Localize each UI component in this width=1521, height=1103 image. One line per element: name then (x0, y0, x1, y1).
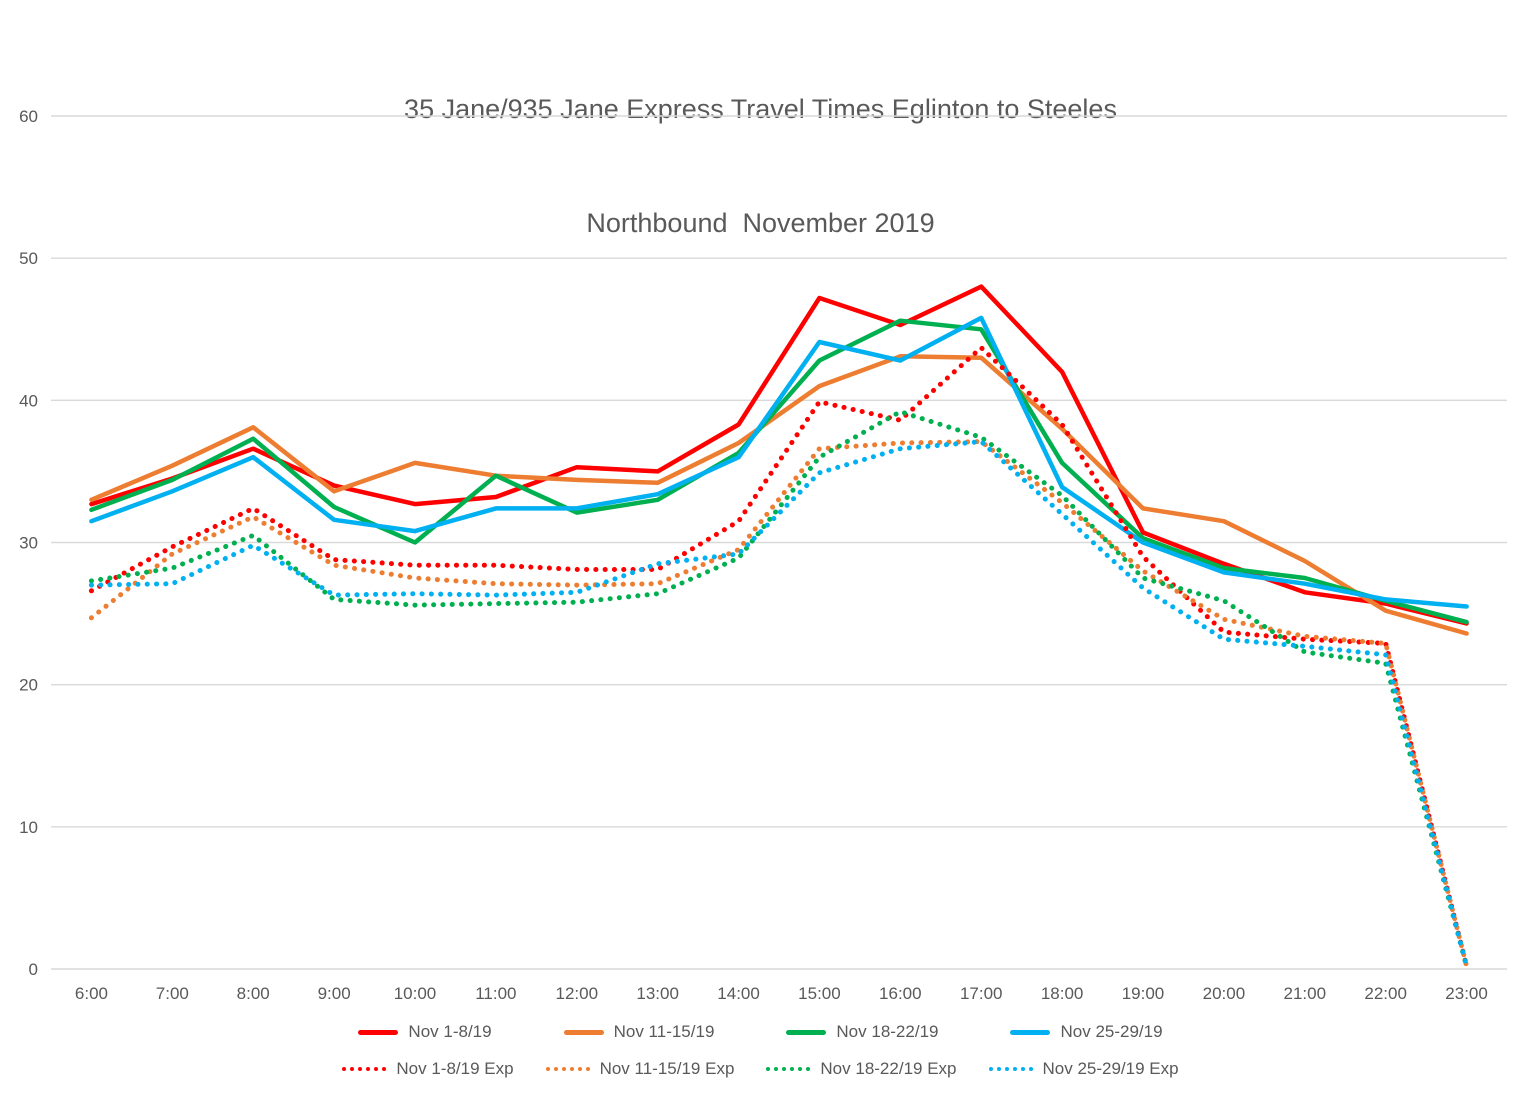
legend-item-nov-1-8-19-exp: Nov 1-8/19 Exp (342, 1059, 514, 1079)
legend-item-nov-18-22-19-exp: Nov 18-22/19 Exp (766, 1059, 957, 1079)
y-tick-label-40: 40 (19, 391, 38, 410)
y-tick-label-0: 0 (29, 960, 38, 979)
legend-label: Nov 11-15/19 Exp (599, 1059, 735, 1078)
legend-row-solid: Nov 1-8/19 Nov 11-15/19 Nov 18-22/19 Nov 25… (358, 1022, 1163, 1042)
legend-item-nov-25-29-19: Nov 25-29/19 (1010, 1022, 1163, 1042)
legend-item-nov-11-15-19: Nov 11-15/19 (563, 1022, 715, 1042)
y-tick-label-10: 10 (19, 818, 38, 837)
x-tick-label-800: 8:00 (237, 984, 270, 1003)
legend-line-swatch-nov-1-8-19 (358, 1029, 399, 1035)
x-tick-label-1000: 10:00 (394, 984, 437, 1003)
legend-label: Nov 18-22/19 Exp (820, 1059, 957, 1078)
x-tick-label-1200: 12:00 (556, 984, 599, 1003)
y-tick-label-30: 30 (19, 534, 38, 553)
chart-legend: Nov 1-8/19 Nov 11-15/19 Nov 18-22/19 Nov 25… (0, 1022, 1521, 1079)
legend-line-swatch-nov-11-15-19 (563, 1029, 604, 1035)
series-line-nov-11-15-19-exp (88, 439, 1470, 969)
x-tick-label-2200: 22:00 (1364, 984, 1407, 1003)
x-tick-label-2300: 23:00 (1445, 984, 1488, 1003)
legend-item-nov-18-22-19: Nov 18-22/19 (786, 1022, 938, 1042)
legend-item-nov-11-15-19-exp: Nov 11-15/19 Exp (545, 1059, 735, 1079)
legend-item-nov-25-29-19-exp: Nov 25-29/19 Exp (988, 1059, 1179, 1079)
legend-item-nov-1-8-19: Nov 1-8/19 (358, 1022, 492, 1042)
legend-label: Nov 1-8/19 Exp (396, 1059, 514, 1078)
legend-line-swatch-nov-25-29-19 (1010, 1029, 1051, 1035)
legend-row-exp: Nov 1-8/19 Exp Nov 11-15/19 Exp Nov 18-22/… (342, 1059, 1179, 1079)
legend-label: Nov 25-29/19 Exp (1042, 1059, 1179, 1078)
series-line-nov-11-15-19 (89, 354, 1469, 636)
plot-area: 0 10 20 30 40 50 60 6:00 7:00 8:00 9:00 10:00 11:00 1… (19, 107, 1507, 1003)
legend-line-swatch-nov-18-22-19 (786, 1029, 827, 1035)
legend-label: Nov 11-15/19 (613, 1022, 715, 1041)
x-tick-label-2000: 20:00 (1203, 984, 1246, 1003)
series-line-nov-25-29-19 (89, 315, 1469, 609)
x-tick-label-700: 7:00 (156, 984, 189, 1003)
x-tick-label-1400: 14:00 (717, 984, 760, 1003)
series-line-nov-25-29-19-exp (88, 439, 1470, 969)
legend-dotted-swatch-nov-18-22-19-exp (766, 1067, 771, 1071)
series-line-nov-18-22-19 (89, 318, 1469, 625)
chart-title: 35 Jane/935 Jane Express Travel Times Eg… (0, 14, 1521, 318)
y-tick-label-60: 60 (19, 107, 38, 126)
x-tick-label-1300: 13:00 (636, 984, 679, 1003)
x-tick-label-1900: 19:00 (1122, 984, 1165, 1003)
x-tick-label-1700: 17:00 (960, 984, 1003, 1003)
x-tick-label-2100: 21:00 (1284, 984, 1327, 1003)
legend-dotted-swatch-nov-25-29-19-exp (988, 1067, 993, 1071)
legend-label: Nov 1-8/19 (408, 1022, 492, 1041)
chart-title-line1: 35 Jane/935 Jane Express Travel Times Eg… (404, 94, 1117, 124)
series-line-nov-1-8-19-exp (88, 345, 1470, 969)
x-tick-label-1100: 11:00 (475, 984, 516, 1003)
legend-dotted-swatch-nov-1-8-19-exp (342, 1067, 347, 1071)
legend-label: Nov 25-29/19 (1060, 1022, 1163, 1041)
chart-title-line2: Northbound November 2019 (586, 208, 935, 238)
x-tick-label-600: 6:00 (75, 984, 108, 1003)
legend-label: Nov 18-22/19 (836, 1022, 939, 1041)
x-tick-label-1600: 16:00 (879, 984, 922, 1003)
x-tick-label-1500: 15:00 (798, 984, 841, 1003)
y-tick-label-50: 50 (19, 249, 38, 268)
legend-dotted-swatch-nov-11-15-19-exp (545, 1067, 550, 1071)
x-tick-label-900: 9:00 (318, 984, 351, 1003)
x-tick-label-1800: 18:00 (1041, 984, 1084, 1003)
series-line-nov-18-22-19-exp (88, 409, 1470, 969)
y-tick-label-20: 20 (19, 676, 38, 695)
